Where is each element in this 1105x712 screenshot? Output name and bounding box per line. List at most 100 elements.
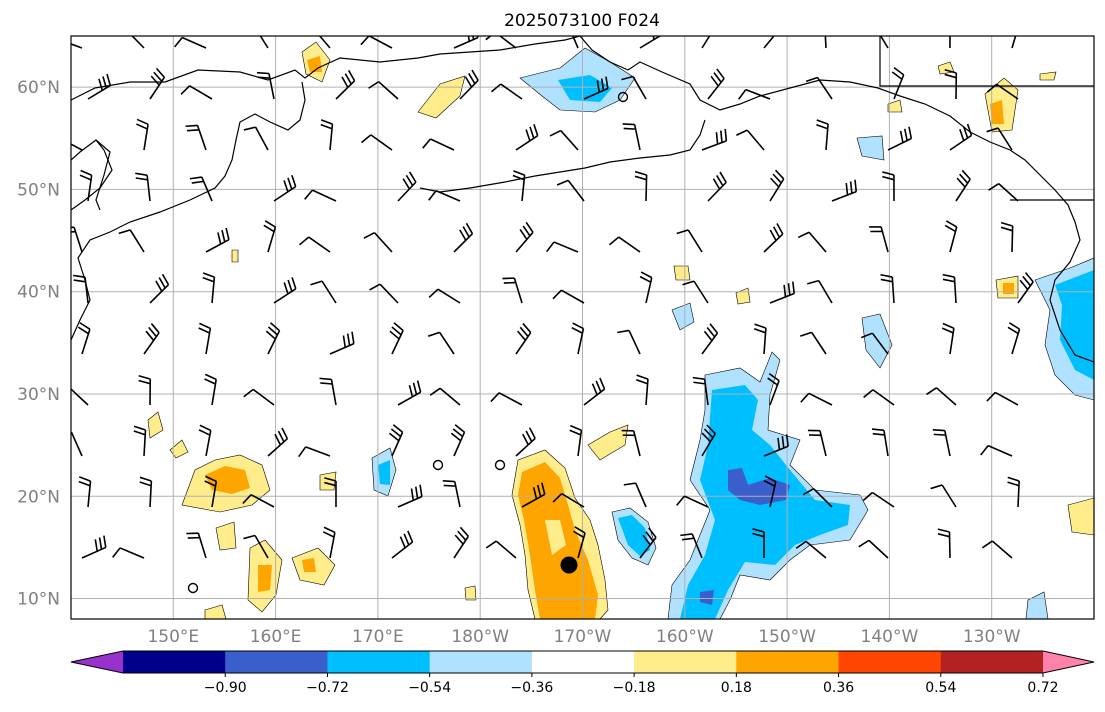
negative-anomaly-region [856, 135, 885, 161]
positive-anomaly-region [673, 265, 691, 281]
positive-anomaly-region [545, 520, 566, 555]
wind-barb [202, 272, 216, 304]
wind-barb [453, 36, 479, 49]
wind-barb [318, 36, 331, 49]
wind-barb [265, 322, 281, 355]
wind-barb [133, 425, 147, 457]
colorbar-segment [838, 651, 942, 673]
wind-barb [986, 83, 1019, 100]
wind-barb [569, 424, 583, 457]
wind-barb [769, 169, 785, 202]
wind-barb [623, 482, 647, 508]
negative-anomaly-region [1055, 270, 1094, 380]
wind-barb [736, 129, 765, 151]
wind-barb [490, 392, 523, 406]
wind-barb [442, 480, 461, 508]
colorbar-tick-label: 0.54 [925, 680, 956, 696]
colorbar-extension-high [1043, 651, 1094, 673]
wind-barb [115, 36, 145, 49]
wind-barb [941, 322, 955, 355]
wind-barb [174, 36, 207, 49]
longitude-label: 140°W [861, 627, 919, 647]
wind-barb [324, 477, 337, 508]
wind-barb [428, 190, 461, 202]
wind-barb [549, 129, 579, 151]
wind-barb [891, 67, 905, 100]
wind-barb [949, 36, 951, 49]
wind-barb [112, 547, 145, 559]
positive-anomaly-region [464, 585, 477, 601]
colorbar-segment [940, 651, 1044, 673]
wind-barb [310, 280, 337, 304]
wind-barb [863, 389, 895, 406]
wind-barb [882, 171, 895, 202]
wind-barb [763, 223, 784, 253]
colorbar-outline [70, 650, 1095, 674]
longitude-label: 170°E [352, 627, 404, 647]
longitude-label: 160°E [250, 627, 302, 647]
colorbar-segment [736, 651, 840, 673]
positive-anomaly-region [258, 565, 272, 592]
wind-barb [552, 493, 585, 508]
wind-barb [701, 424, 716, 457]
wind-barb [639, 271, 653, 304]
wind-barb [502, 277, 523, 304]
wind-barb [397, 171, 417, 202]
wind-barb [942, 273, 957, 304]
map-gridlines [71, 36, 1094, 619]
colorbar-segment [123, 651, 226, 673]
positive-anomaly-region [215, 521, 237, 551]
wind-barb [639, 36, 662, 49]
wind-barb [955, 169, 971, 202]
wind-barb [521, 482, 546, 508]
wind-barb [879, 36, 889, 49]
wind-barb [77, 322, 91, 355]
wind-barb [304, 189, 337, 202]
wind-barb [515, 427, 536, 457]
wind-barb [1007, 322, 1021, 355]
wind-barb [763, 475, 777, 508]
negative-anomaly-region [558, 75, 612, 102]
wind-barb [135, 172, 151, 202]
wind-barb [571, 322, 585, 355]
wind-barb [322, 526, 336, 559]
wind-barb [243, 388, 275, 406]
wind-barb [149, 67, 166, 100]
wind-barb [263, 220, 277, 253]
longitude-label: 150°W [758, 627, 816, 647]
latitude-label: 50°N [17, 180, 60, 200]
longitude-labels: 150°E 160°E 170°E 180°W 170°W 160°W 150°W 140°W… [147, 627, 1020, 647]
wind-barb [335, 69, 356, 100]
wind-barb [243, 126, 269, 151]
wind-barb [71, 387, 89, 406]
wind-barb [986, 127, 1013, 151]
wind-barb [73, 274, 89, 304]
island-markers [187, 91, 629, 594]
latitude-label: 20°N [17, 487, 60, 507]
positive-anomaly-region [169, 439, 189, 459]
wind-barb [298, 446, 331, 458]
positive-anomaly-region [319, 471, 337, 491]
wind-barb [450, 424, 466, 457]
wind-barb [634, 170, 648, 202]
wind-barb [583, 377, 606, 406]
wind-barb [802, 487, 833, 508]
wind-barb [71, 226, 83, 253]
wind-barb [621, 429, 641, 457]
wind-barb [87, 73, 112, 100]
wind-barb [429, 387, 461, 406]
wind-barb [707, 68, 725, 100]
negative-anomaly-region [671, 302, 695, 331]
negative-anomaly-region [728, 468, 790, 505]
negative-anomaly-region [378, 460, 390, 485]
colorbar: −0.90 −0.72 −0.54 −0.36 −0.18 0.18 0.36 0.54 0.7… [70, 650, 1095, 696]
wind-barb [78, 476, 92, 508]
wind-barb [397, 380, 422, 406]
wind-barb [880, 273, 895, 304]
wind-barb [862, 491, 895, 508]
wind-barb [795, 540, 827, 559]
wind-barb [944, 68, 958, 100]
wind-barb [329, 331, 355, 355]
wind-barb [79, 169, 93, 202]
wind-barb [71, 43, 83, 49]
